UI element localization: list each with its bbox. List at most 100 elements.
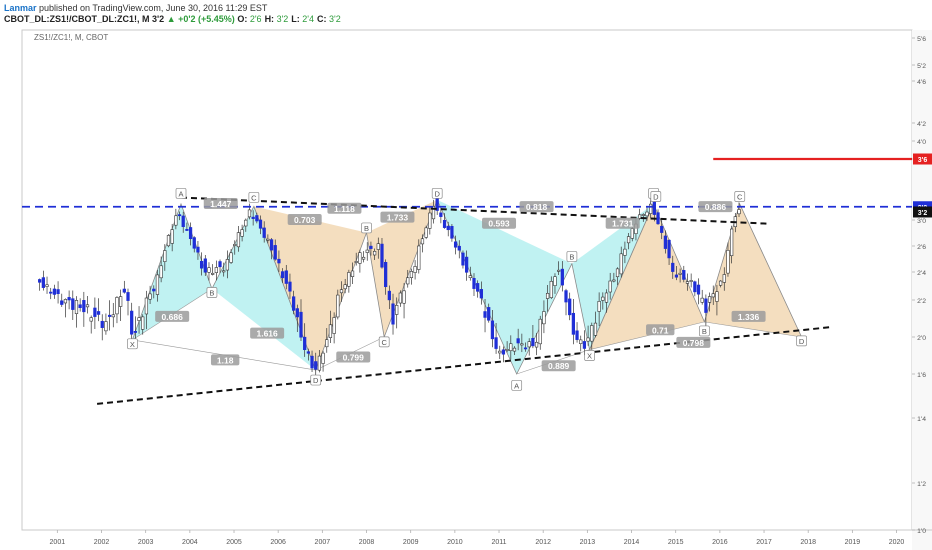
candle[interactable]	[428, 212, 432, 229]
candle[interactable]	[568, 298, 572, 316]
candle[interactable]	[641, 214, 645, 216]
candle[interactable]	[78, 304, 82, 309]
candle[interactable]	[49, 291, 53, 294]
candle[interactable]	[60, 300, 64, 305]
candle[interactable]	[126, 292, 130, 301]
candle[interactable]	[211, 272, 215, 275]
candle[interactable]	[483, 311, 487, 318]
candle[interactable]	[579, 339, 583, 344]
candle[interactable]	[682, 270, 686, 280]
candle[interactable]	[181, 215, 185, 227]
candle[interactable]	[674, 274, 679, 278]
candle[interactable]	[615, 268, 620, 278]
candle[interactable]	[174, 215, 178, 226]
candle[interactable]	[74, 300, 79, 315]
candle[interactable]	[107, 314, 112, 317]
candle[interactable]	[240, 229, 244, 237]
candle[interactable]	[163, 250, 167, 262]
candle[interactable]	[148, 293, 152, 300]
candle[interactable]	[538, 318, 542, 345]
candle[interactable]	[67, 297, 71, 301]
candle[interactable]	[170, 229, 174, 244]
candle[interactable]	[336, 294, 340, 318]
lower-trendline[interactable]	[96, 325, 833, 405]
candle[interactable]	[38, 279, 42, 283]
candle[interactable]	[365, 249, 369, 253]
candle[interactable]	[152, 288, 156, 292]
candle[interactable]	[663, 235, 668, 249]
candle[interactable]	[586, 337, 590, 342]
candle[interactable]	[391, 303, 395, 325]
candle[interactable]	[376, 243, 380, 250]
candle[interactable]	[718, 280, 723, 286]
candle[interactable]	[310, 355, 314, 369]
candle[interactable]	[306, 351, 310, 354]
candle[interactable]	[696, 284, 701, 295]
candle[interactable]	[564, 290, 568, 303]
candle[interactable]	[41, 277, 45, 288]
candle[interactable]	[141, 316, 145, 330]
candle[interactable]	[678, 272, 682, 275]
candle[interactable]	[509, 343, 513, 352]
candle[interactable]	[214, 267, 218, 273]
candle[interactable]	[292, 296, 296, 311]
candle[interactable]	[630, 228, 634, 239]
candle[interactable]	[347, 272, 351, 287]
candle[interactable]	[192, 237, 196, 249]
candle[interactable]	[726, 250, 730, 274]
candle[interactable]	[406, 277, 410, 285]
candle[interactable]	[247, 209, 252, 218]
candle[interactable]	[233, 243, 237, 246]
candle[interactable]	[85, 304, 90, 308]
candle[interactable]	[398, 292, 403, 304]
candle[interactable]	[266, 238, 270, 241]
candle[interactable]	[314, 361, 318, 370]
candle[interactable]	[420, 238, 425, 245]
candle[interactable]	[542, 311, 546, 325]
candle[interactable]	[258, 219, 263, 229]
candle[interactable]	[269, 239, 274, 251]
candle[interactable]	[597, 301, 601, 312]
candle[interactable]	[133, 331, 137, 333]
candle[interactable]	[295, 308, 299, 318]
candle[interactable]	[619, 253, 623, 275]
candle[interactable]	[303, 336, 307, 351]
candle[interactable]	[155, 274, 160, 295]
candle[interactable]	[413, 266, 417, 273]
candle[interactable]	[707, 296, 712, 303]
candle[interactable]	[704, 298, 708, 313]
price-scale[interactable]	[912, 30, 932, 550]
candle[interactable]	[557, 269, 561, 272]
candle[interactable]	[468, 275, 472, 279]
candle[interactable]	[343, 284, 347, 290]
candle[interactable]	[372, 251, 377, 256]
candle[interactable]	[638, 214, 642, 219]
candle[interactable]	[354, 261, 358, 263]
candle[interactable]	[284, 270, 288, 284]
candle[interactable]	[321, 352, 325, 364]
candle[interactable]	[737, 209, 741, 215]
candle[interactable]	[656, 212, 660, 225]
candle[interactable]	[439, 212, 443, 217]
candle[interactable]	[45, 284, 49, 287]
candle[interactable]	[350, 270, 355, 277]
candle[interactable]	[166, 235, 171, 247]
candle[interactable]	[56, 289, 60, 295]
candle[interactable]	[277, 258, 281, 264]
candle[interactable]	[527, 341, 531, 348]
candle[interactable]	[652, 201, 656, 215]
candle[interactable]	[159, 265, 163, 279]
candle[interactable]	[685, 281, 690, 284]
candle[interactable]	[593, 322, 598, 336]
candle[interactable]	[715, 291, 719, 302]
candle[interactable]	[476, 283, 480, 292]
candle[interactable]	[523, 347, 528, 350]
candle[interactable]	[361, 256, 366, 260]
candle[interactable]	[100, 320, 104, 328]
candle[interactable]	[380, 243, 384, 268]
candle[interactable]	[700, 297, 704, 303]
candle[interactable]	[520, 343, 524, 346]
candle[interactable]	[122, 288, 126, 293]
candle[interactable]	[384, 261, 388, 288]
candle[interactable]	[424, 227, 428, 238]
